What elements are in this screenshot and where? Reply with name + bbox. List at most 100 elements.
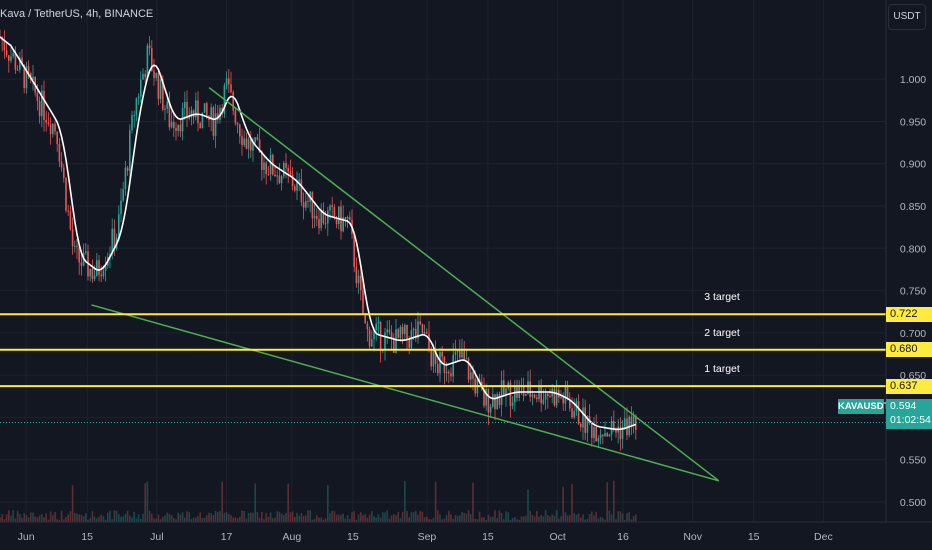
volume-bar <box>533 516 536 522</box>
candle-body <box>10 56 12 61</box>
time-tick-label: Nov <box>683 531 702 543</box>
candle-body <box>498 394 501 405</box>
candle-body <box>74 245 76 247</box>
volume-bar <box>584 519 586 522</box>
volume-bar <box>162 516 164 522</box>
volume-bar <box>327 485 329 522</box>
candle-body <box>489 406 492 413</box>
volume-bar <box>628 512 630 522</box>
candle-body <box>43 90 45 120</box>
volume-bar <box>489 517 492 522</box>
candle-body <box>126 167 129 171</box>
volume-bar <box>151 513 153 522</box>
volume-bar <box>27 517 30 522</box>
candle-body <box>96 260 98 276</box>
candle-body <box>485 388 487 406</box>
candle-body <box>621 426 624 440</box>
volume-bar <box>635 514 637 522</box>
candle-body <box>146 45 149 78</box>
price-tick-label: 0.850 <box>900 201 926 213</box>
current-price-value: 0.594 <box>890 400 917 412</box>
candle-body <box>247 139 250 149</box>
candle-body <box>346 217 349 220</box>
volume-bar <box>36 517 39 522</box>
candle-body <box>588 415 591 423</box>
volume-bar <box>269 512 272 522</box>
candle-body <box>439 351 441 374</box>
time-tick-label: 15 <box>81 531 93 543</box>
candle-body <box>118 214 120 238</box>
candle-body <box>300 179 303 203</box>
candle-body <box>434 350 437 364</box>
candle-body <box>265 162 267 175</box>
volume-bar <box>318 517 320 522</box>
volume-bar <box>148 510 151 522</box>
candle-body <box>181 108 184 132</box>
candle-body <box>91 268 94 279</box>
volume-bar <box>474 518 476 522</box>
candle-body <box>278 175 281 184</box>
volume-bar <box>551 514 553 522</box>
candle-body <box>432 350 435 367</box>
volume-bar <box>190 519 193 522</box>
volume-bar <box>395 515 397 522</box>
candle-body <box>379 321 382 351</box>
volume-bar <box>241 510 243 522</box>
candle-body <box>199 123 201 129</box>
volume-bar <box>221 481 223 522</box>
volume-bar <box>96 518 98 522</box>
volume-bar <box>465 513 468 522</box>
candle-body <box>236 123 239 125</box>
candle-body <box>529 381 531 397</box>
wedge-lower-line[interactable] <box>91 304 720 482</box>
time-axis[interactable]: Jun 15 Jul 17 Aug 15 Sep 15 Oct 16 Nov 15 Dec <box>18 531 833 543</box>
candle-body <box>593 427 595 439</box>
currency-button[interactable]: USDT <box>888 4 926 30</box>
volume-bar <box>168 513 171 522</box>
volume-bar <box>604 519 606 522</box>
moving-average-line <box>0 36 637 431</box>
volume-bar <box>129 515 131 522</box>
time-tick-label: Dec <box>814 531 833 543</box>
volume-bar <box>118 514 120 522</box>
volume-bar <box>586 518 589 522</box>
price-tick-label: 0.700 <box>900 328 926 340</box>
volume-bar <box>399 517 402 522</box>
volume-bar <box>518 519 520 522</box>
volume-bar <box>69 511 72 522</box>
candle-body <box>98 260 100 275</box>
volume-bar <box>498 510 501 522</box>
volume-bar <box>353 511 355 522</box>
volume-bar <box>472 482 474 522</box>
candle-body <box>162 79 164 110</box>
candle-body <box>419 321 421 324</box>
volume-bar <box>538 516 540 522</box>
candle-body <box>329 205 331 211</box>
volume-bar <box>12 510 14 522</box>
candle-body <box>245 138 248 149</box>
volume-bar <box>478 511 481 522</box>
candle-body <box>357 275 360 284</box>
candle-body <box>23 64 25 89</box>
volume-bar <box>569 515 571 522</box>
volume-bar <box>580 517 582 522</box>
volume-bar <box>181 512 184 522</box>
volume-bar <box>258 517 261 522</box>
volume-bar <box>362 515 364 522</box>
volume-bar <box>349 518 351 522</box>
candle-body <box>322 210 325 224</box>
candle-body <box>157 72 160 99</box>
candle-body <box>595 427 597 442</box>
wedge-upper-line[interactable] <box>208 87 720 482</box>
time-tick-label: 17 <box>221 531 233 543</box>
volume-bar <box>357 514 360 522</box>
candle-body <box>38 101 41 117</box>
volume-bar <box>621 513 624 522</box>
volume-bar <box>155 518 157 522</box>
volume-bar <box>54 512 56 522</box>
bar-countdown: 01:02:54 <box>890 414 931 426</box>
candle-body <box>228 78 230 85</box>
volume-bar <box>195 517 197 522</box>
candle-body <box>349 217 351 220</box>
